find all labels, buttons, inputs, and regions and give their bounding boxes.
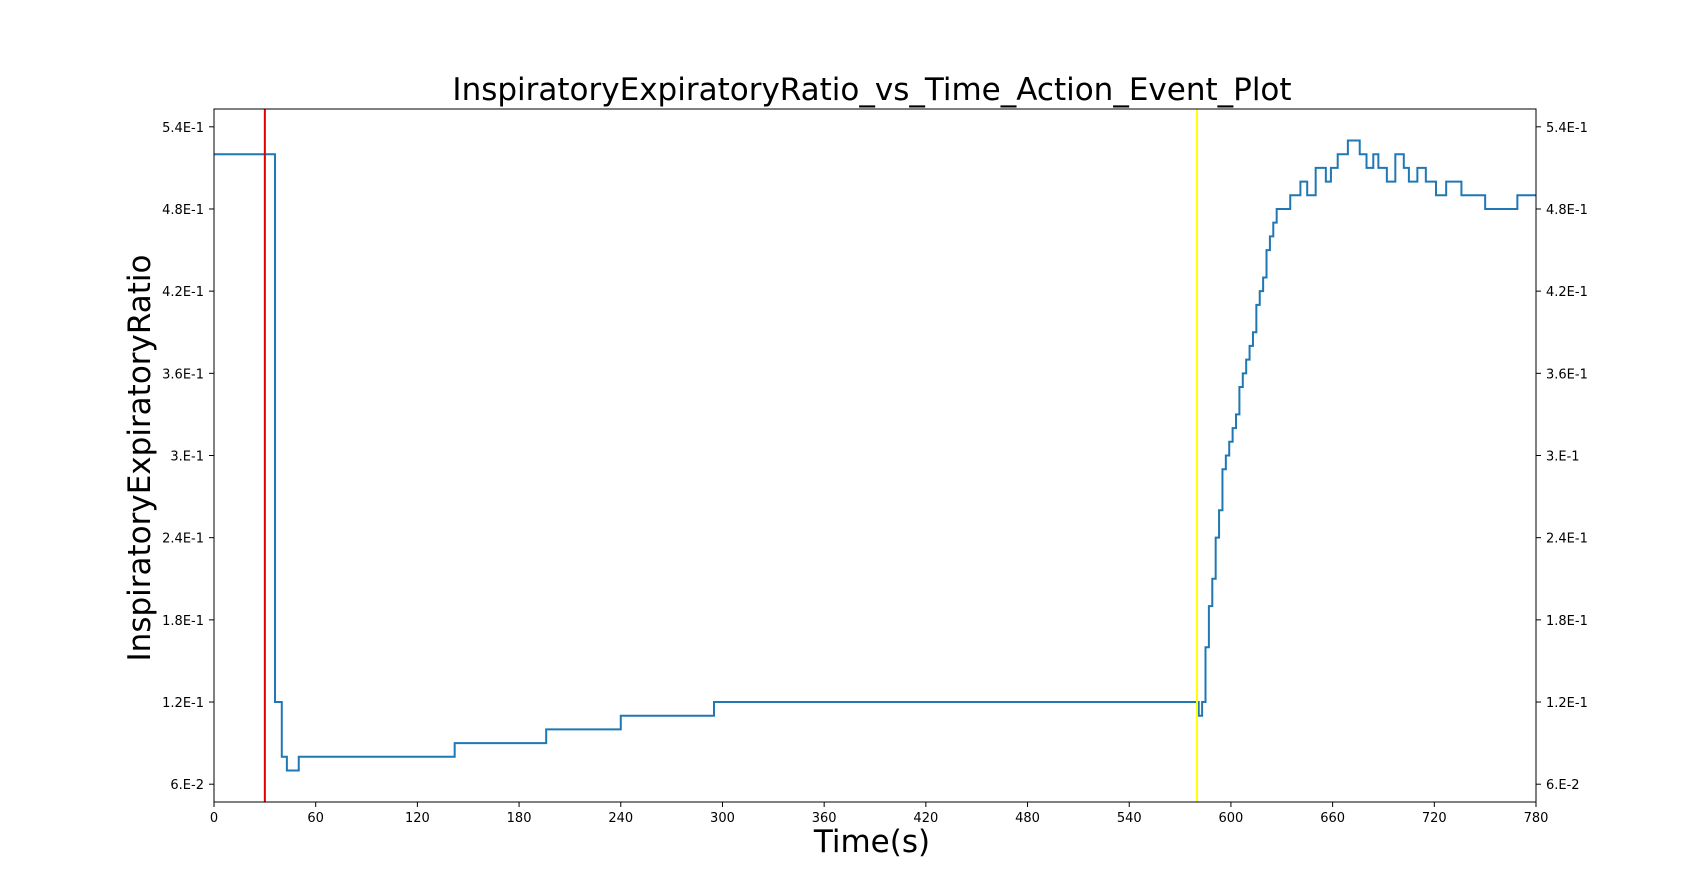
x-tick-label-9: 540: [1117, 811, 1142, 826]
y-tick-label-right-5: 3.6E-1: [1546, 367, 1588, 382]
y-tick-label-right-1: 1.2E-1: [1546, 696, 1588, 711]
y-tick-label-left-0: 6.E-2: [170, 778, 204, 793]
y-tick-label-left-4: 3.E-1: [170, 450, 204, 465]
y-tick-label-right-6: 4.2E-1: [1546, 285, 1588, 300]
x-tick-label-10: 600: [1219, 811, 1244, 826]
y-tick-label-left-8: 5.4E-1: [162, 121, 204, 136]
x-tick-label-5: 300: [710, 811, 735, 826]
y-tick-label-right-4: 3.E-1: [1546, 450, 1580, 465]
chart-title: InspiratoryExpiratoryRatio_vs_Time_Actio…: [452, 72, 1291, 108]
y-tick-label-right-8: 5.4E-1: [1546, 121, 1588, 136]
x-axis-title: Time(s): [813, 824, 930, 860]
x-tick-label-12: 720: [1422, 811, 1447, 826]
y-tick-label-left-6: 4.2E-1: [162, 285, 204, 300]
y-tick-label-left-5: 3.6E-1: [162, 367, 204, 382]
y-tick-label-left-2: 1.8E-1: [162, 614, 204, 629]
x-tick-label-1: 60: [307, 811, 324, 826]
y-tick-label-right-0: 6.E-2: [1546, 778, 1580, 793]
series-line-0: [214, 139, 1536, 772]
x-tick-label-11: 660: [1320, 811, 1345, 826]
x-tick-label-2: 120: [405, 811, 430, 826]
y-tick-label-right-3: 2.4E-1: [1546, 532, 1588, 547]
y-tick-label-left-3: 2.4E-1: [162, 532, 204, 547]
x-tick-label-8: 480: [1015, 811, 1040, 826]
plot-area: [214, 109, 1536, 802]
y-tick-label-left-7: 4.8E-1: [162, 203, 204, 218]
x-tick-label-0: 0: [210, 811, 218, 826]
y-tick-label-right-2: 1.8E-1: [1546, 614, 1588, 629]
x-tick-label-3: 180: [507, 811, 532, 826]
x-tick-label-6: 360: [812, 811, 837, 826]
axes: 0 60 120 180 240 300 360 420 480 540 600 660 720 780 6…: [162, 108, 1588, 826]
x-tick-label-13: 780: [1524, 811, 1549, 826]
y-axis-title: InspiratoryExpiratoryRatio: [122, 255, 158, 662]
x-tick-label-7: 420: [913, 811, 938, 826]
x-tick-label-4: 240: [608, 811, 633, 826]
y-tick-label-left-1: 1.2E-1: [162, 696, 204, 711]
y-tick-label-right-7: 4.8E-1: [1546, 203, 1588, 218]
